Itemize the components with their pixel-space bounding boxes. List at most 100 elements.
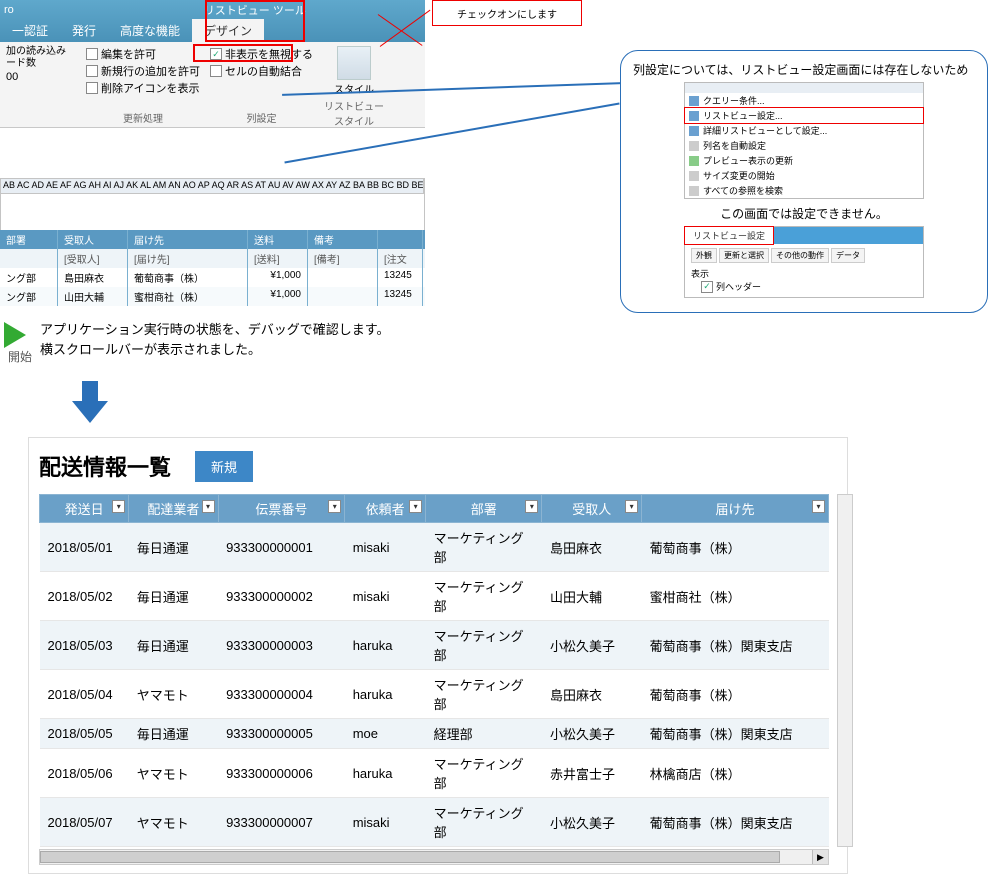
cell: 島田麻衣 <box>542 670 642 719</box>
cell: 933300000003 <box>218 621 345 670</box>
cell: 葡萄商事（株） <box>642 523 829 572</box>
tab-design[interactable]: デザイン <box>192 19 264 42</box>
arrow-down-icon <box>70 381 1000 425</box>
cell: 島田麻衣 <box>542 523 642 572</box>
table-row[interactable]: 2018/05/06ヤマモト933300000006harukaマーケティング部… <box>40 749 829 798</box>
group-style: スタイル リストビュースタイル <box>323 46 385 125</box>
preview-grid: AB AC AD AE AF AG AH AI AJ AK AL AM AN A… <box>0 178 425 306</box>
chk-add[interactable]: 新規行の追加を許可 <box>86 63 200 79</box>
preview-row: ング部島田麻衣葡萄商事（株）¥1,00013245 <box>0 268 425 287</box>
col-letters: AB AC AD AE AF AG AH AI AJ AK AL AM AN A… <box>0 178 425 194</box>
preview-filters: [受取人][届け先][送料][備考][注文 <box>0 249 425 268</box>
info-bubble: 列設定については、リストビュー設定画面には存在しないため クエリー条件... リ… <box>620 50 988 313</box>
cell: 毎日通運 <box>129 523 218 572</box>
filter-dropdown-icon[interactable]: ▾ <box>202 500 215 513</box>
cell: 2018/05/07 <box>40 798 129 847</box>
cell: 経理部 <box>426 719 542 749</box>
group-load: 加の読み込み ード数 00 <box>6 46 76 125</box>
cell: 葡萄商事（株）関東支店 <box>642 621 829 670</box>
col-header[interactable]: 配達業者▾ <box>129 495 218 523</box>
app-suffix: ro <box>0 4 14 16</box>
style-icon[interactable] <box>337 46 371 80</box>
cell: 小松久美子 <box>542 719 642 749</box>
chk-del[interactable]: 削除アイコンを表示 <box>86 80 200 96</box>
table-row[interactable]: 2018/05/05毎日通運933300000005moe経理部小松久美子葡萄商… <box>40 719 829 749</box>
table-row[interactable]: 2018/05/02毎日通運933300000002misakiマーケティング部… <box>40 572 829 621</box>
table-row[interactable]: 2018/05/07ヤマモト933300000007misakiマーケティング部… <box>40 798 829 847</box>
group-cols: ✓非表示を無視する セルの自動結合 列設定 <box>210 46 313 125</box>
cell: 2018/05/02 <box>40 572 129 621</box>
tab-advanced[interactable]: 高度な機能 <box>108 19 192 42</box>
debug-label: 開始 <box>8 348 32 365</box>
filter-dropdown-icon[interactable]: ▾ <box>812 500 825 513</box>
cell: 毎日通運 <box>129 572 218 621</box>
debug-text-2: 横スクロールバーが表示されました。 <box>40 340 389 360</box>
callout-check-on: チェックオンにします <box>432 0 582 26</box>
filter-dropdown-icon[interactable]: ▾ <box>328 500 341 513</box>
tab-publish[interactable]: 発行 <box>60 19 108 42</box>
cell: 2018/05/01 <box>40 523 129 572</box>
cell: 毎日通運 <box>129 719 218 749</box>
cell: マーケティング部 <box>426 749 542 798</box>
preview-row: ング部山田大輔蜜柑商社（株）¥1,00013245 <box>0 287 425 306</box>
new-button[interactable]: 新規 <box>195 451 253 482</box>
cell: misaki <box>345 798 426 847</box>
group-update-name: 更新処理 <box>86 108 200 125</box>
vertical-scrollbar[interactable] <box>837 494 853 847</box>
cell: 葡萄商事（株）関東支店 <box>642 719 829 749</box>
cell: 山田大輔 <box>542 572 642 621</box>
cell: 葡萄商事（株）関東支店 <box>642 798 829 847</box>
cell: misaki <box>345 572 426 621</box>
cell: 933300000005 <box>218 719 345 749</box>
cell: 小松久美子 <box>542 798 642 847</box>
chk-ignore-hidden[interactable]: ✓非表示を無視する <box>210 46 313 62</box>
col-header[interactable]: 発送日▾ <box>40 495 129 523</box>
cell: 葡萄商事（株） <box>642 670 829 719</box>
table-row[interactable]: 2018/05/03毎日通運933300000003harukaマーケティング部… <box>40 621 829 670</box>
debug-note: 開始 アプリケーション実行時の状態を、デバッグで確認します。 横スクロールバーが… <box>0 316 450 369</box>
cell: マーケティング部 <box>426 670 542 719</box>
chk-edit[interactable]: 編集を許可 <box>86 46 200 62</box>
col-header[interactable]: 部署▾ <box>426 495 542 523</box>
col-header[interactable]: 届け先▾ <box>642 495 829 523</box>
ribbon-body: 加の読み込み ード数 00 編集を許可 新規行の追加を許可 削除アイコンを表示 … <box>0 42 425 128</box>
chk-merge[interactable]: セルの自動結合 <box>210 63 313 79</box>
cell: 小松久美子 <box>542 621 642 670</box>
cell: 2018/05/03 <box>40 621 129 670</box>
group-style-name: リストビュースタイル <box>323 96 385 128</box>
cell: misaki <box>345 523 426 572</box>
delivery-list-panel: 配送情報一覧 新規 発送日▾配達業者▾伝票番号▾依頼者▾部署▾受取人▾届け先▾ … <box>28 437 848 874</box>
cell: 赤井富士子 <box>542 749 642 798</box>
cell: haruka <box>345 749 426 798</box>
tab-auth[interactable]: 一認証 <box>0 19 60 42</box>
tool-tab-label[interactable]: リストビュー ツール <box>204 2 306 18</box>
filter-dropdown-icon[interactable]: ▾ <box>625 500 638 513</box>
cell: マーケティング部 <box>426 621 542 670</box>
delivery-table: 発送日▾配達業者▾伝票番号▾依頼者▾部署▾受取人▾届け先▾ 2018/05/01… <box>39 494 829 847</box>
col-header[interactable]: 依頼者▾ <box>345 495 426 523</box>
ribbon-tabs: 一認証 発行 高度な機能 デザイン <box>0 20 425 42</box>
settings-mini: リストビュー設定 外観更新と選択その他の動作データ 表示 ✓列ヘッダー <box>684 226 924 298</box>
cell: 2018/05/06 <box>40 749 129 798</box>
cell: moe <box>345 719 426 749</box>
list-title: 配送情報一覧 <box>39 450 171 482</box>
cell: マーケティング部 <box>426 572 542 621</box>
load-value: 00 <box>6 71 76 83</box>
cell: ヤマモト <box>129 749 218 798</box>
col-header[interactable]: 受取人▾ <box>542 495 642 523</box>
table-row[interactable]: 2018/05/04ヤマモト933300000004harukaマーケティング部… <box>40 670 829 719</box>
context-menu-mini: クエリー条件... リストビュー設定... 詳細リストビューとして設定... 列… <box>684 82 924 199</box>
cell: 933300000007 <box>218 798 345 847</box>
scroll-right-button[interactable]: ▶ <box>812 850 828 864</box>
play-icon[interactable] <box>4 322 26 348</box>
filter-dropdown-icon[interactable]: ▾ <box>112 500 125 513</box>
filter-dropdown-icon[interactable]: ▾ <box>525 500 538 513</box>
cell: haruka <box>345 670 426 719</box>
group-cols-name: 列設定 <box>210 108 313 125</box>
col-header[interactable]: 伝票番号▾ <box>218 495 345 523</box>
cell: マーケティング部 <box>426 798 542 847</box>
horizontal-scrollbar[interactable]: ▶ <box>39 849 829 865</box>
scroll-thumb[interactable] <box>40 851 780 863</box>
filter-dropdown-icon[interactable]: ▾ <box>409 500 422 513</box>
table-row[interactable]: 2018/05/01毎日通運933300000001misakiマーケティング部… <box>40 523 829 572</box>
